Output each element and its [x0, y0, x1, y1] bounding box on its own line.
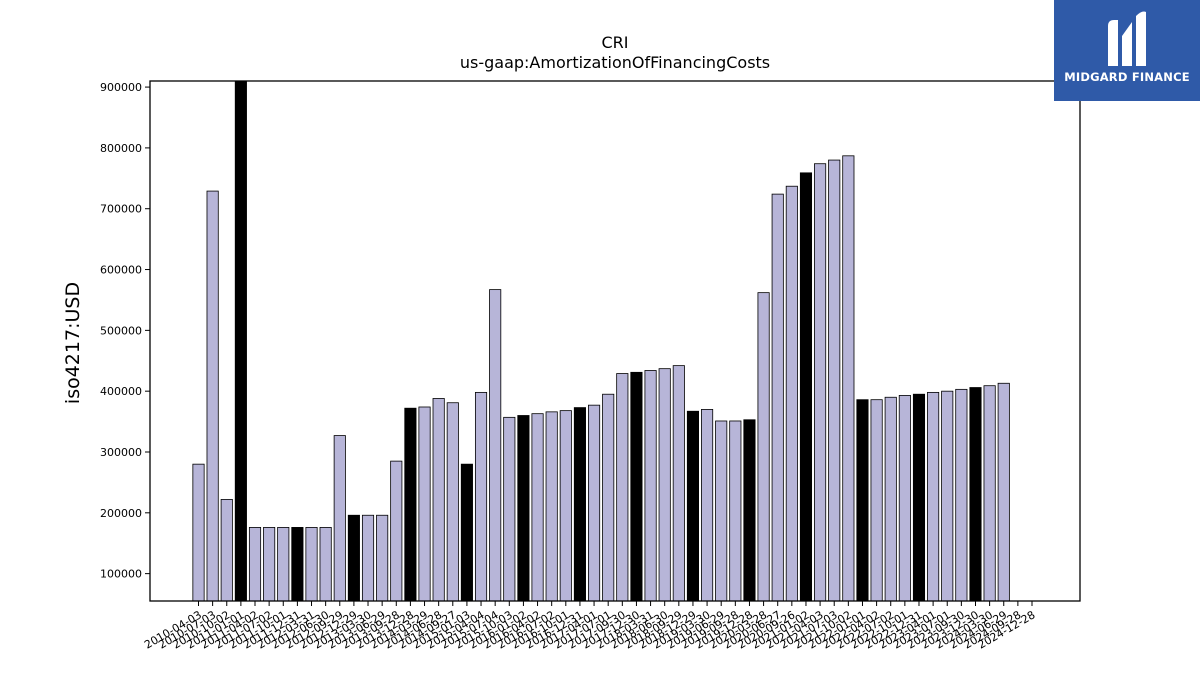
bar-2013-09-28 — [390, 460, 403, 602]
bar-2021-04-03 — [814, 163, 827, 602]
bar-2018-09-29 — [672, 365, 685, 602]
bar-2016-07-02 — [545, 411, 558, 602]
bar-2019-12-28 — [743, 419, 756, 602]
bar-2022-12-31 — [912, 393, 926, 602]
bar-2019-06-29 — [715, 420, 728, 602]
y-tick-label: 900000 — [100, 81, 142, 94]
bar-2023-12-30 — [969, 387, 982, 602]
bar-2024-06-29 — [997, 382, 1010, 602]
y-tick-label: 200000 — [100, 507, 142, 520]
bar-2020-06-27 — [771, 193, 784, 602]
bar-2015-10-03 — [503, 416, 516, 602]
bar-2011-10-01 — [277, 527, 290, 602]
y-tick-label: 600000 — [100, 264, 142, 277]
bar-2014-09-27 — [446, 402, 459, 602]
bar-2021-10-02 — [842, 155, 855, 602]
bar-2022-10-01 — [898, 395, 911, 602]
bar-2017-09-30 — [616, 373, 629, 602]
y-tick-label: 100000 — [100, 568, 142, 581]
bar-2013-12-28 — [404, 407, 417, 602]
y-tick-label: 400000 — [100, 385, 142, 398]
bar-2016-10-01 — [559, 410, 572, 602]
bar-2014-06-28 — [432, 398, 445, 602]
bar-2016-04-02 — [531, 413, 544, 602]
y-tick-label: 800000 — [100, 142, 142, 155]
y-tick-label: 700000 — [100, 203, 142, 216]
brand-logo: MIDGARD FINANCE — [1054, 0, 1200, 101]
bar-2010-04-03 — [192, 463, 205, 602]
bar-2017-04-01 — [588, 404, 601, 602]
bar-2018-12-29 — [686, 410, 699, 602]
bar-2013-06-29 — [376, 514, 389, 602]
bar-2019-09-28 — [729, 420, 742, 602]
bar-2021-01-02 — [799, 172, 813, 602]
bar-2023-04-01 — [927, 391, 940, 602]
bar-2011-01-01 — [234, 80, 247, 602]
bar-2015-04-04 — [474, 391, 488, 602]
y-tick-label: 500000 — [100, 324, 142, 337]
bar-2020-03-28 — [757, 292, 770, 602]
bar-2023-07-01 — [941, 390, 954, 602]
bar-2013-03-30 — [361, 514, 375, 602]
bar-2012-06-30 — [319, 527, 332, 602]
y-tick-label: 300000 — [100, 446, 142, 459]
bar-2021-07-03 — [828, 159, 841, 602]
bars-group — [192, 80, 1010, 602]
y-axis-ticks: 100000 200000 300000 400000 500000 600000 7000… — [100, 81, 150, 581]
bar-2010-10-02 — [220, 499, 233, 602]
bar-2022-04-02 — [870, 399, 883, 602]
bar-2018-06-30 — [658, 368, 671, 602]
brand-name: MIDGARD FINANCE — [1064, 70, 1190, 84]
bar-2022-01-01 — [856, 399, 869, 602]
bar-2024-03-30 — [983, 385, 996, 602]
bar-2012-03-31 — [305, 527, 318, 602]
bar-2011-07-02 — [263, 527, 276, 602]
x-axis-ticks: 2010-04-032010-07-032010-10-022011-01-01… — [142, 601, 1038, 652]
bar-2020-09-26 — [785, 185, 798, 602]
bar-2011-04-02 — [248, 527, 262, 602]
chart-title: CRI — [601, 33, 628, 52]
bar-2023-09-30 — [955, 388, 968, 602]
bar-2016-01-02 — [517, 415, 530, 602]
bar-2022-07-02 — [884, 396, 897, 602]
bar-2010-07-03 — [206, 190, 219, 602]
y-axis-label: iso4217:USD — [62, 282, 84, 404]
plot-frame — [149, 80, 1081, 602]
bar-2018-03-31 — [644, 370, 657, 602]
bar-2012-12-29 — [347, 514, 360, 602]
bar-2017-07-01 — [602, 393, 615, 602]
bar-2012-09-29 — [333, 435, 346, 602]
bar-2017-12-30 — [630, 371, 643, 602]
bar-2019-03-30 — [701, 409, 714, 602]
chart-subtitle: us-gaap:AmortizationOfFinancingCosts — [460, 53, 770, 72]
bar-2016-12-31 — [573, 407, 586, 602]
bar-2014-03-29 — [418, 406, 431, 602]
bar-2015-07-04 — [489, 289, 502, 602]
bar-2015-01-03 — [460, 463, 473, 602]
logo-mark-icon — [1108, 11, 1146, 66]
bar-2011-12-31 — [291, 527, 304, 602]
